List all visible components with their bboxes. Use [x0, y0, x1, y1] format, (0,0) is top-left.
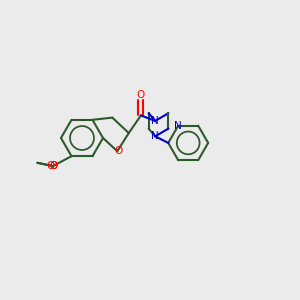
Text: N: N — [151, 131, 159, 141]
Text: N: N — [151, 116, 159, 126]
Text: O: O — [50, 161, 58, 171]
Text: O: O — [47, 161, 55, 171]
Text: CH₃: CH₃ — [30, 158, 45, 167]
Text: O: O — [50, 161, 58, 171]
Text: N: N — [174, 121, 182, 130]
Text: O: O — [137, 90, 145, 100]
Text: O: O — [114, 146, 122, 156]
Text: OCH₃: OCH₃ — [30, 162, 34, 163]
